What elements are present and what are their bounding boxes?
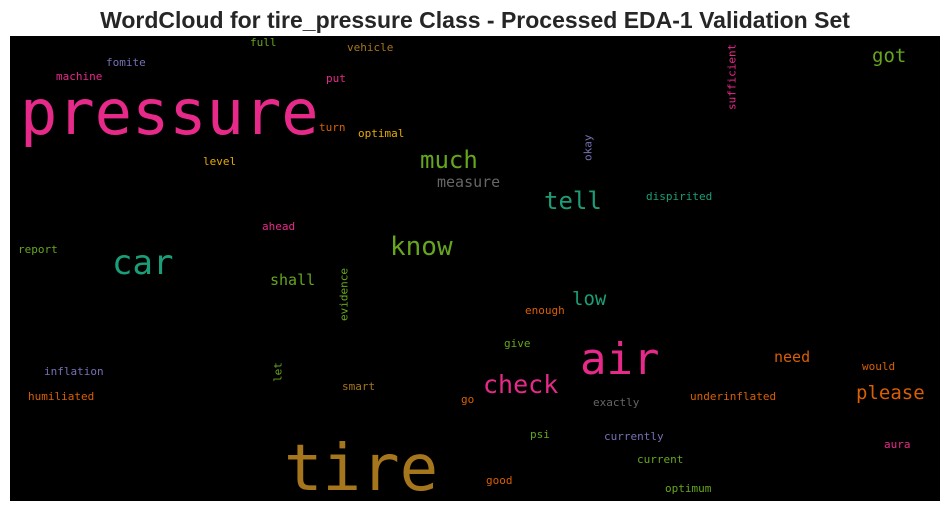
word-got: got	[872, 45, 906, 67]
word-would: would	[862, 360, 895, 373]
word-current: current	[637, 453, 683, 466]
word-full: full	[250, 36, 277, 49]
word-psi: psi	[530, 428, 550, 441]
word-please: please	[856, 382, 925, 404]
word-currently: currently	[604, 430, 664, 443]
word-ahead: ahead	[262, 220, 295, 233]
word-measure: measure	[437, 173, 500, 191]
word-put: put	[326, 72, 346, 85]
word-evidence: evidence	[337, 268, 350, 321]
word-optimum: optimum	[665, 482, 712, 495]
word-good: good	[486, 474, 513, 487]
word-fomite: fomite	[106, 56, 146, 69]
word-vehicle: vehicle	[347, 41, 393, 54]
wordcloud-canvas: pressure tire air car know check much tell got lo…	[10, 36, 940, 501]
word-inflation: inflation	[44, 365, 104, 378]
word-okay: okay	[581, 134, 594, 161]
word-low: low	[572, 288, 607, 310]
word-car: car	[112, 243, 173, 283]
word-air: air	[580, 334, 659, 385]
word-know: know	[390, 232, 453, 262]
word-underinflated: underinflated	[690, 390, 776, 403]
word-level: level	[203, 155, 236, 168]
word-optimal: optimal	[358, 127, 404, 140]
word-shall: shall	[270, 271, 315, 289]
word-enough: enough	[525, 304, 565, 317]
chart-title: WordCloud for tire_pressure Class - Proc…	[100, 7, 850, 33]
word-machine: machine	[56, 70, 102, 83]
word-check: check	[483, 370, 558, 399]
word-go: go	[461, 393, 474, 406]
word-tire: tire	[284, 432, 438, 501]
word-need: need	[774, 348, 810, 366]
word-let: let	[271, 362, 284, 382]
word-tell: tell	[544, 187, 602, 215]
word-much: much	[420, 146, 478, 174]
word-sufficient: sufficient	[725, 44, 738, 110]
word-pressure: pressure	[20, 76, 319, 149]
word-smart: smart	[342, 380, 375, 393]
word-dispirited: dispirited	[646, 190, 712, 203]
wordcloud-svg: pressure tire air car know check much tell got lo…	[18, 36, 925, 501]
word-exactly: exactly	[593, 396, 640, 409]
word-report: report	[18, 243, 58, 256]
word-humiliated: humiliated	[28, 390, 94, 403]
word-give: give	[504, 337, 531, 350]
word-aura: aura	[884, 438, 911, 451]
word-turn: turn	[319, 121, 346, 134]
